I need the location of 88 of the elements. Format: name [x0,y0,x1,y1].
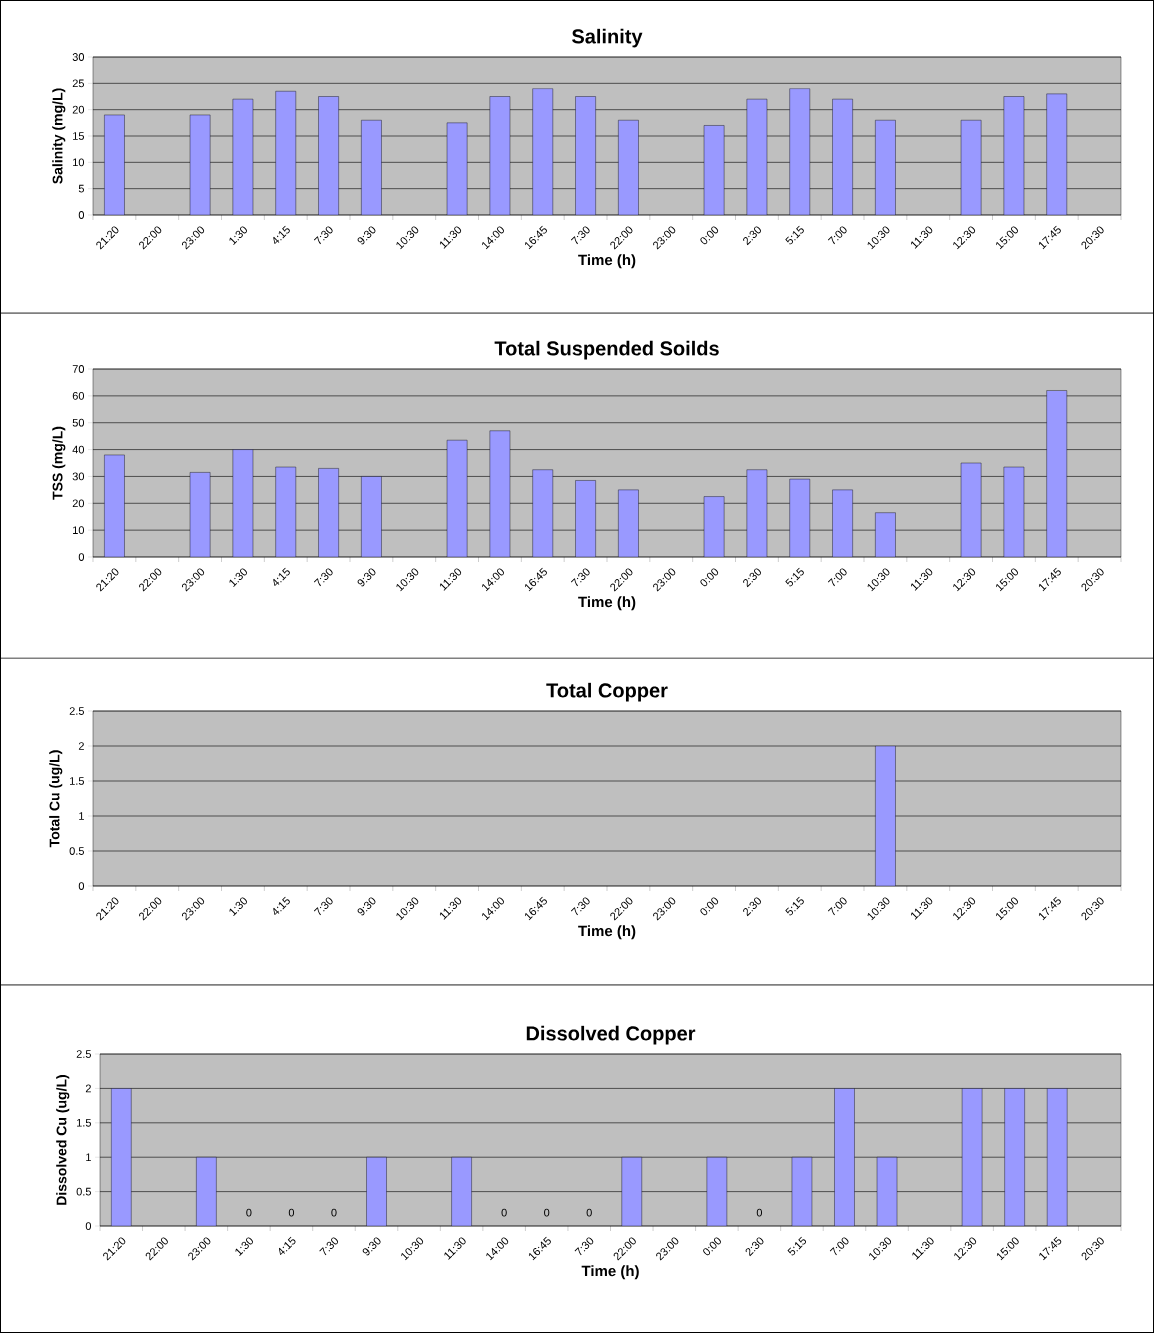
y-tick-label: 2.5 [76,1050,91,1058]
bar [275,91,297,215]
bar [361,476,382,558]
y-tick-label: 20 [72,105,85,114]
bar [618,120,639,215]
x-tick-label: 7:30 [313,226,333,245]
x-tick-label: 4:15 [273,225,290,245]
bar [832,489,853,558]
y-tick-label: 30 [72,53,85,61]
y-axis-title: Dissolved Cu (ug/L) [56,1074,70,1205]
y-tick-label: 2.5 [69,707,84,715]
y-tick-label: 1 [86,1153,91,1161]
x-tick-label: 7:30 [313,568,333,587]
bar [832,98,853,215]
data-label: 0 [288,1208,295,1217]
y-tick-label: 10 [73,158,85,167]
x-tick-label: 7:30 [570,568,590,587]
bar [275,466,297,558]
bar [789,88,811,215]
bar [446,122,468,215]
chart-title: Total Copper [546,682,668,702]
chart-title: Dissolved Copper [526,1025,696,1045]
x-tick-label: 7:00 [827,897,847,916]
y-tick-label: 40 [72,445,85,454]
data-label: 0 [586,1208,592,1217]
x-tick-label: 7:00 [827,568,847,587]
bar [875,120,896,215]
y-tick-label: 0 [78,211,85,219]
y-tick-label: 0 [78,882,85,890]
y-tick-label: 1 [79,812,84,820]
x-tick-label: 7:00 [829,1237,849,1256]
x-tick-label: 7:00 [827,226,847,245]
y-tick-label: 2 [85,1084,91,1093]
y-tick-label: 0 [85,1222,92,1230]
bar [575,480,596,558]
data-label: 0 [544,1208,550,1217]
x-axis-title: Time (h) [578,925,636,940]
bar [446,439,468,558]
data-label: 0 [756,1208,763,1217]
bar [1046,93,1068,215]
bar [960,120,982,215]
y-tick-label: 25 [72,79,84,88]
data-label: 0 [246,1208,252,1217]
x-tick-label: 4:15 [273,896,290,916]
bar [532,469,554,558]
data-label: 0 [331,1208,337,1217]
y-tick-label: 5 [78,184,84,193]
bar [104,454,125,558]
y-tick-label: 15 [73,132,84,140]
y-tick-label: 30 [72,472,85,481]
data-label: 0 [501,1208,507,1217]
x-tick-label: 7:30 [313,897,333,916]
x-tick-label: 4:15 [278,1236,296,1256]
bar [875,512,896,558]
y-tick-label: 1.5 [70,777,84,785]
y-tick-label: 0 [78,553,85,561]
x-tick-label: 4:15 [273,567,290,587]
bar [318,96,339,215]
y-tick-label: 20 [72,499,85,508]
y-tick-label: 50 [72,418,85,427]
bar [960,462,982,558]
chart-title: Salinity [572,28,643,48]
y-tick-label: 70 [72,365,85,373]
y-axis-title: Total Cu (ug/L) [49,750,63,848]
bar [361,120,382,215]
bar [318,468,339,558]
y-tick-label: 1.5 [77,1118,91,1127]
bar [618,489,639,558]
x-tick-label: 7:30 [570,897,590,916]
bar [532,88,554,215]
y-tick-label: 0.5 [69,847,84,855]
x-axis-title: Time (h) [578,254,636,269]
x-tick-label: 7:30 [570,226,590,245]
bar [789,478,811,558]
y-tick-label: 10 [73,526,85,535]
x-axis-title: Time (h) [578,596,636,611]
x-axis-title: Time (h) [581,1265,639,1280]
y-axis-title: Salinity (mg/L) [52,88,66,184]
bar [575,96,596,215]
y-tick-label: 60 [72,391,85,400]
x-tick-label: 7:30 [319,1237,339,1256]
bar [104,114,125,215]
y-axis-title: TSS (mg/L) [52,426,66,500]
bar [1046,390,1068,558]
chart-title: Total Suspended Soilds [494,340,719,360]
x-tick-label: 7:30 [574,1237,594,1256]
y-tick-label: 0.5 [76,1187,91,1196]
y-tick-label: 2 [78,742,84,750]
